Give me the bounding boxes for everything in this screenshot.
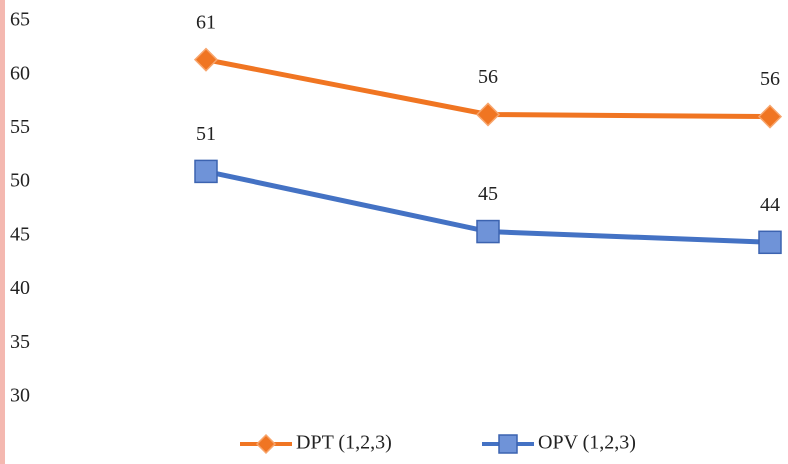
y-tick-label: 40 — [10, 277, 30, 299]
data-label: 56 — [478, 66, 498, 88]
legend-marker — [255, 433, 277, 455]
y-tick-label: 65 — [10, 9, 30, 31]
data-point — [194, 159, 218, 184]
data-label: 51 — [196, 123, 216, 145]
y-tick-label: 30 — [10, 385, 30, 407]
data-point — [193, 47, 219, 72]
data-point — [758, 230, 782, 255]
data-point — [476, 219, 500, 244]
data-point — [475, 102, 501, 127]
y-tick-label: 55 — [10, 116, 30, 138]
data-point — [757, 104, 783, 129]
legend-label: OPV (1,2,3) — [538, 432, 636, 454]
legend-marker — [498, 434, 518, 454]
y-tick-label: 45 — [10, 223, 30, 245]
legend-label: DPT (1,2,3) — [296, 432, 392, 454]
data-label: 44 — [760, 194, 780, 216]
y-tick-label: 35 — [10, 331, 30, 353]
edge-strip — [0, 0, 5, 464]
y-tick-label: 50 — [10, 170, 30, 192]
data-label: 45 — [478, 183, 498, 205]
data-label: 61 — [196, 11, 216, 33]
data-label: 56 — [760, 68, 780, 90]
y-tick-label: 60 — [10, 62, 30, 84]
